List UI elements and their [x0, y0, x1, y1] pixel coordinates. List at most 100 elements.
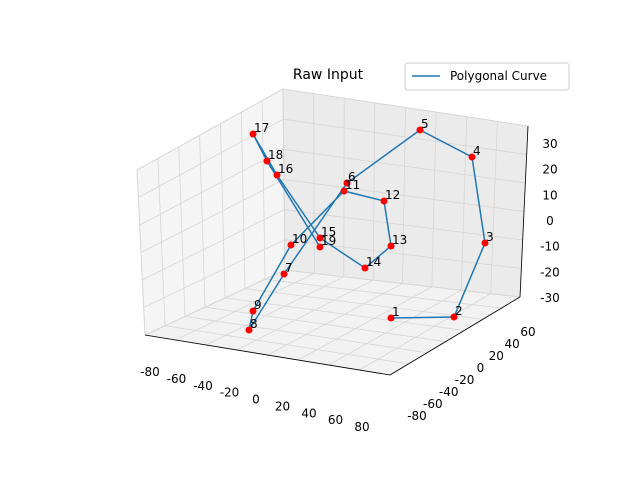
- z-tick-label: -30: [540, 291, 560, 305]
- data-point-marker: [263, 157, 271, 165]
- data-point-marker: [361, 264, 369, 272]
- y-tick-label: 20: [489, 349, 504, 363]
- grid-line-y: [264, 278, 502, 309]
- grid-line-z-right: [282, 88, 529, 127]
- point-label: 11: [345, 178, 360, 192]
- data-point-marker: [249, 307, 257, 315]
- grid-line-z-left: [142, 209, 285, 281]
- data-point-marker: [387, 314, 395, 322]
- data-point-marker: [245, 326, 253, 334]
- y-tick-label: 40: [505, 337, 520, 351]
- data-point-marker: [287, 241, 295, 249]
- grid-line-x: [328, 289, 462, 366]
- point-label: 8: [250, 317, 258, 331]
- legend-entry-label: Polygonal Curve: [450, 69, 547, 83]
- x-tick-label: 60: [328, 413, 343, 427]
- x-tick-label: -80: [140, 365, 160, 379]
- z-tick-label: -20: [540, 265, 560, 279]
- grid-line-x: [236, 279, 374, 351]
- point-label: 14: [366, 255, 381, 269]
- grid-line-z-left: [143, 239, 285, 308]
- point-label: 18: [268, 148, 283, 162]
- z-tick-label: -10: [540, 240, 560, 254]
- grid-line-z-right: [283, 148, 526, 184]
- grid-line-z-right: [283, 118, 527, 155]
- y-axis-line: [389, 296, 521, 376]
- data-point-marker: [481, 239, 489, 247]
- data-point-marker: [316, 234, 324, 242]
- y-tick-label: 0: [477, 361, 485, 375]
- grid-line-x: [267, 283, 403, 356]
- point-label: 2: [455, 304, 463, 318]
- y-tick-label: 60: [520, 325, 535, 339]
- grid-line-z-right: [284, 269, 521, 298]
- data-point-marker: [273, 171, 281, 179]
- point-label: 1: [392, 305, 400, 319]
- grid-line-z-left: [138, 118, 284, 198]
- grid-line-z-left: [139, 148, 284, 226]
- z-tick-labels: -30 -20 -10 0 10 20 30: [540, 137, 560, 305]
- point-label: 3: [486, 230, 494, 244]
- point-label: 5: [421, 117, 429, 131]
- legend: Polygonal Curve: [404, 62, 570, 91]
- x-axis-line: [144, 334, 391, 376]
- x-tick-labels: -80 -60 -40 -20 0 20 40 60 80: [140, 365, 369, 434]
- series-markers: [245, 126, 489, 334]
- grid-line-x: [175, 273, 315, 341]
- point-label: 10: [292, 232, 307, 246]
- point-label: 4: [473, 144, 481, 158]
- grid-line-z-left: [140, 179, 285, 253]
- data-point-marker: [249, 130, 257, 138]
- z-tick-label: 0: [546, 214, 554, 228]
- x-tick-label: 20: [275, 399, 290, 413]
- grid-line-x: [206, 276, 344, 346]
- x-tick-label: -40: [193, 379, 213, 393]
- z-axis-line: [519, 125, 529, 298]
- axis-lines: [144, 125, 529, 376]
- y-tick-label: -60: [423, 397, 443, 411]
- x-tick-label: 0: [252, 393, 260, 407]
- point-label: 19: [321, 234, 336, 248]
- data-point-marker: [340, 187, 348, 195]
- data-point-marker: [416, 126, 424, 134]
- x-tick-label: -60: [167, 372, 187, 386]
- grid-line-x: [297, 286, 433, 361]
- legend-box: [404, 62, 570, 91]
- data-point-marker: [468, 153, 476, 161]
- grid-line-y: [164, 325, 409, 365]
- data-point-marker: [387, 242, 395, 250]
- grid-line-z-right: [284, 209, 523, 241]
- data-point-marker: [280, 270, 288, 278]
- z-tick-label: 30: [542, 137, 557, 151]
- y-tick-label: -80: [407, 409, 427, 423]
- grid-line-y: [184, 316, 428, 354]
- data-point-marker: [316, 243, 324, 251]
- z-tick-label: 10: [542, 188, 557, 202]
- data-point-marker: [343, 179, 351, 187]
- point-label: 7: [285, 261, 293, 275]
- y-tick-label: -40: [439, 385, 459, 399]
- x-tick-label: -20: [220, 386, 240, 400]
- point-label: 17: [254, 121, 269, 135]
- point-label: 12: [385, 188, 400, 202]
- data-point-marker: [380, 197, 388, 205]
- grid-line-y: [244, 288, 483, 320]
- grid-line-z-right: [283, 179, 525, 212]
- point-label: 15: [321, 225, 336, 239]
- x-tick-label: 80: [354, 420, 369, 434]
- x-tick-label: 40: [301, 406, 316, 420]
- point-label: 6: [348, 170, 356, 184]
- point-label: 13: [392, 233, 407, 247]
- grid-line-z-right: [284, 239, 522, 269]
- chart-title: Raw Input: [293, 67, 364, 83]
- grid-line-z-left: [136, 88, 284, 171]
- z-tick-label: 20: [542, 163, 557, 177]
- grid-line-y: [204, 306, 446, 342]
- point-label: 9: [254, 298, 262, 312]
- data-point-marker: [450, 313, 458, 321]
- grid-line-z-left: [144, 269, 286, 336]
- grid-line-x: [359, 293, 491, 371]
